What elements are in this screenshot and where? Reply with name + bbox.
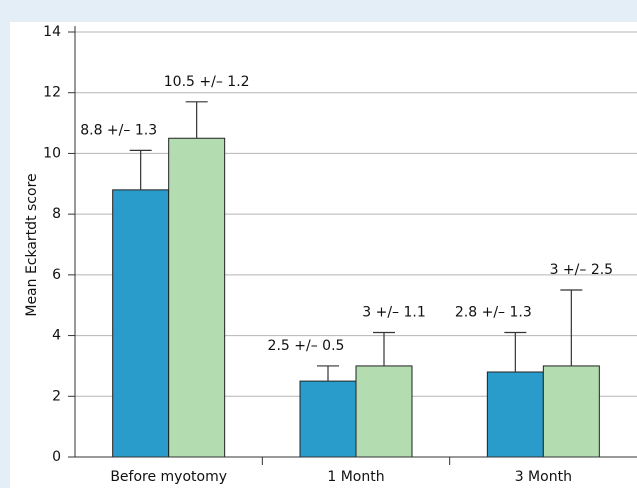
bar [299, 380, 357, 458]
y-axis-label: Mean Eckartdt score [24, 173, 40, 316]
x-tick-label: 1 Month [327, 469, 384, 485]
y-tick-label: 2 [52, 388, 61, 404]
bar [112, 189, 170, 458]
bar [355, 365, 413, 458]
y-tick-label: 12 [43, 85, 61, 101]
value-label: 8.8 +/– 1.3 [80, 122, 157, 138]
y-tick-label: 10 [43, 145, 61, 161]
x-tick-label: Before myotomy [110, 469, 227, 485]
y-tick-label: 0 [52, 449, 61, 465]
y-tick-label: 8 [52, 206, 61, 222]
bar [542, 365, 600, 458]
value-label: 2.5 +/– 0.5 [268, 338, 345, 354]
value-label: 2.8 +/– 1.3 [455, 305, 532, 321]
y-tick-label: 4 [52, 328, 61, 344]
x-tick-label: 3 Month [515, 469, 572, 485]
bar [486, 371, 544, 458]
value-label: 3 +/– 1.1 [362, 305, 426, 321]
value-label: 3 +/– 2.5 [550, 262, 614, 278]
value-label: 10.5 +/– 1.2 [164, 74, 250, 90]
bar [168, 137, 226, 458]
y-tick-label: 14 [43, 24, 61, 40]
y-tick-label: 6 [52, 267, 61, 283]
